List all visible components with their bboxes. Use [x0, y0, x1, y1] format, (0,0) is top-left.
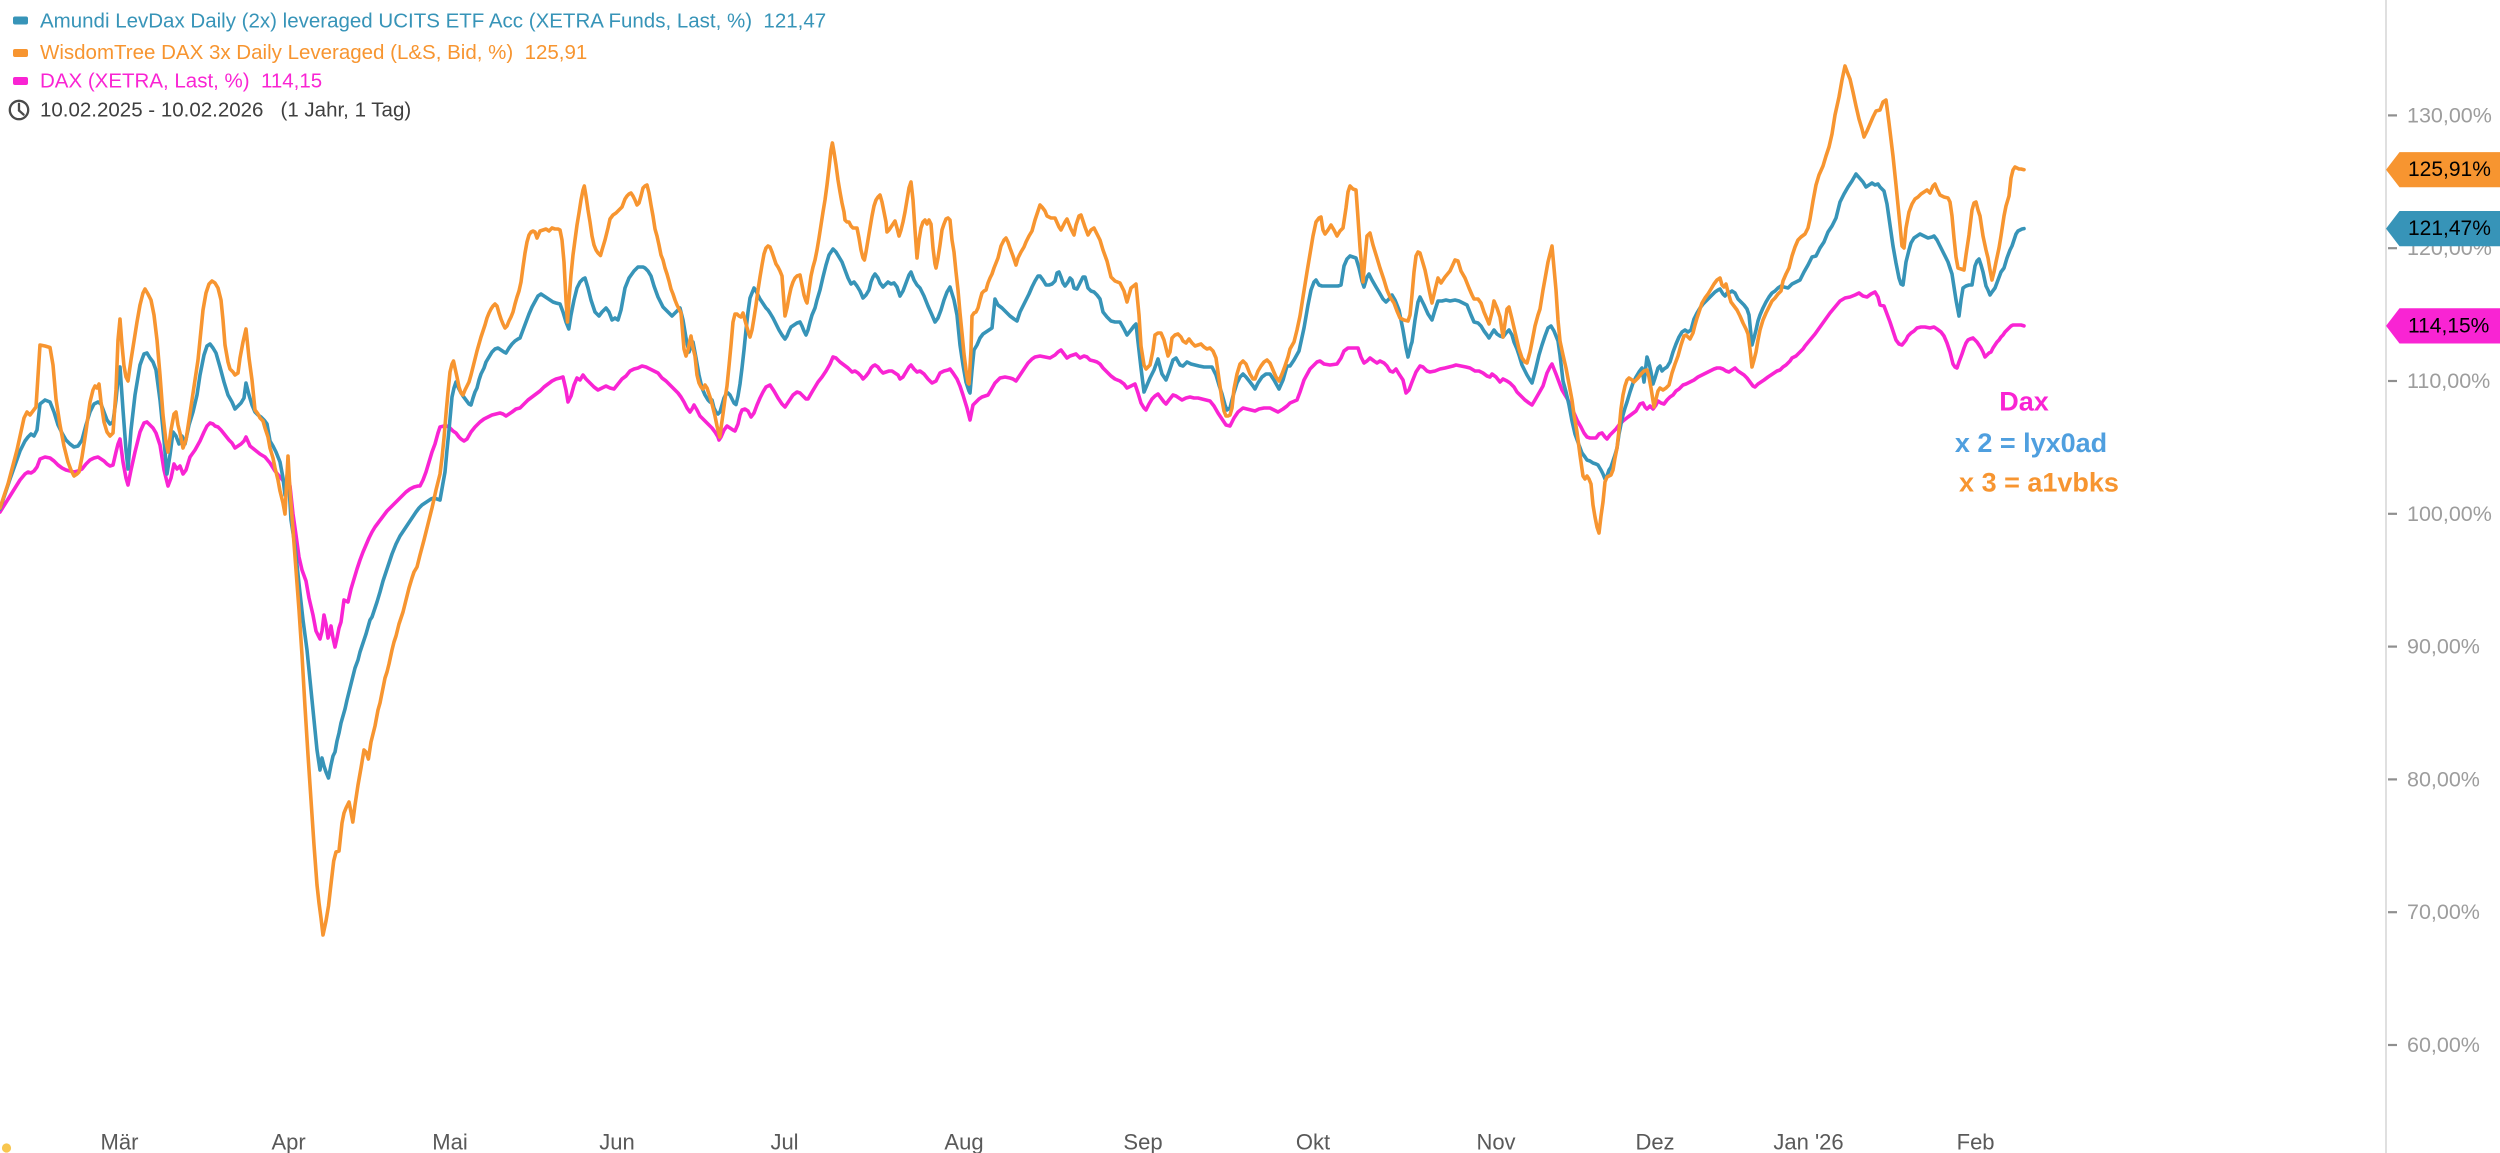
svg-text:70,00%: 70,00%: [2407, 900, 2480, 924]
svg-text:x 2 = lyx0ad: x 2 = lyx0ad: [1955, 428, 2107, 458]
svg-text:Feb: Feb: [1957, 1130, 1995, 1153]
svg-text:Dez: Dez: [1635, 1130, 1674, 1153]
svg-text:Apr: Apr: [271, 1130, 305, 1153]
svg-text:10.02.2025 - 10.02.2026 (1 J: 10.02.2025 - 10.02.2026 (1 Jahr, 1 Tag): [40, 99, 411, 122]
svg-text:Nov: Nov: [1476, 1130, 1515, 1153]
svg-text:Jan '26: Jan '26: [1773, 1130, 1843, 1153]
svg-text:DAX (XETRA, Last, %) 114,15: DAX (XETRA, Last, %) 114,15: [40, 70, 322, 93]
svg-text:x 3 = a1vbks: x 3 = a1vbks: [1959, 468, 2119, 498]
svg-text:Aug: Aug: [944, 1130, 983, 1153]
svg-text:WisdomTree DAX 3x Daily Levera: WisdomTree DAX 3x Daily Leveraged (L&S, …: [40, 41, 587, 64]
svg-text:60,00%: 60,00%: [2407, 1033, 2480, 1057]
svg-text:130,00%: 130,00%: [2407, 103, 2492, 127]
svg-text:114,15%: 114,15%: [2408, 314, 2489, 337]
svg-text:Jul: Jul: [770, 1130, 798, 1153]
svg-text:Mai: Mai: [432, 1130, 467, 1153]
svg-text:Mär: Mär: [101, 1130, 139, 1153]
svg-text:90,00%: 90,00%: [2407, 635, 2480, 659]
svg-text:121,47%: 121,47%: [2408, 217, 2491, 240]
svg-text:Dax: Dax: [1999, 387, 2049, 417]
svg-text:125,91%: 125,91%: [2408, 158, 2491, 181]
svg-text:Amundi LevDax Daily (2x) lever: Amundi LevDax Daily (2x) leveraged UCITS…: [40, 10, 826, 33]
svg-text:100,00%: 100,00%: [2407, 502, 2492, 526]
svg-text:Sep: Sep: [1123, 1130, 1162, 1153]
svg-text:110,00%: 110,00%: [2407, 369, 2490, 393]
svg-text:Okt: Okt: [1296, 1130, 1330, 1153]
svg-text:Jun: Jun: [599, 1130, 634, 1153]
svg-text:80,00%: 80,00%: [2407, 767, 2480, 791]
